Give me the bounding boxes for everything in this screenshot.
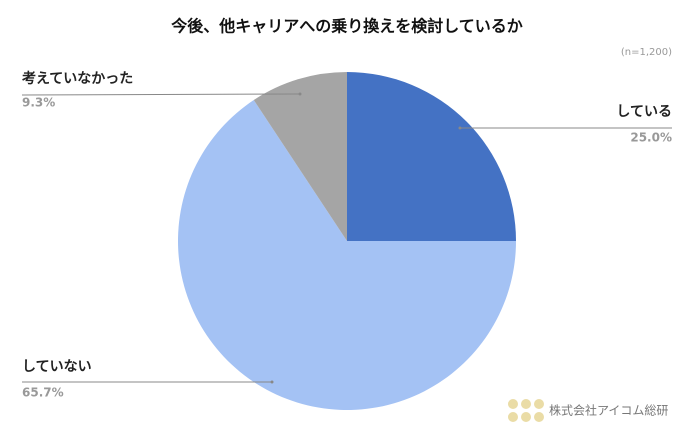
logo-dot	[521, 412, 531, 422]
leader-dot	[298, 92, 302, 96]
sample-note: (n=1,200)	[621, 47, 672, 58]
leader-dot	[458, 126, 462, 130]
logo-dot	[534, 399, 544, 409]
value-label: 25.0%	[630, 131, 672, 145]
leader-line	[21, 93, 301, 96]
pie-slice	[253, 72, 347, 241]
slice-label: している	[616, 104, 672, 120]
slice-label: していない	[22, 359, 92, 375]
watermark: 株式会社アイコム総研	[549, 403, 668, 418]
value-label: 65.7%	[22, 386, 64, 400]
slice-label: 考えていなかった	[22, 70, 133, 87]
leader-dot	[270, 380, 274, 384]
pie-slice	[178, 100, 516, 411]
logo-dot	[508, 412, 518, 422]
value-label: 9.3%	[22, 96, 55, 110]
logo-dot	[534, 412, 544, 422]
chart-title: 今後、他キャリアへの乗り換えを検討しているか	[170, 17, 523, 36]
pie-slice	[347, 72, 516, 241]
logo-dot	[521, 399, 531, 409]
logo: 株式会社アイコム総研	[508, 399, 668, 422]
logo-dot	[508, 399, 518, 409]
